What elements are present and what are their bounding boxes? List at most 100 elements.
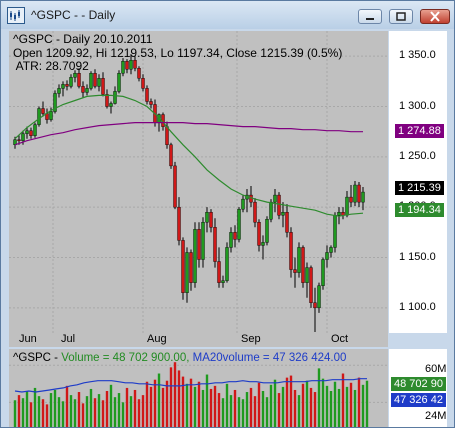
moving-average-purple-line bbox=[14, 121, 363, 146]
volume-bar bbox=[233, 389, 237, 427]
title-bar[interactable]: ^GSPC - - Daily bbox=[1, 1, 454, 29]
volume-header: ^GSPC - Volume = 48 702 900.00, MA20volu… bbox=[13, 352, 346, 364]
volume-bar bbox=[73, 399, 77, 427]
volume-header-ma: MA20volume = 47 326 424.00 bbox=[189, 352, 347, 364]
volume-axis: 60M 24M 48 702 90 47 326 42 bbox=[389, 349, 447, 427]
maximize-button[interactable] bbox=[389, 9, 413, 24]
volume-bar bbox=[29, 402, 33, 427]
volume-bar bbox=[165, 380, 169, 427]
candlestick-chart bbox=[9, 31, 388, 333]
candle-body bbox=[85, 88, 89, 93]
price-tick: 1 250.0 bbox=[399, 149, 436, 162]
volume-bar bbox=[305, 380, 309, 427]
candle-body bbox=[133, 59, 137, 69]
volume-bar bbox=[341, 373, 345, 427]
volume-bar bbox=[193, 386, 197, 427]
chart-header-atr: ATR: 28.7092 bbox=[13, 59, 89, 73]
candle-body bbox=[333, 215, 337, 248]
volume-bar bbox=[153, 379, 157, 427]
volume-bar bbox=[161, 387, 165, 427]
candle-body bbox=[221, 280, 225, 283]
volume-bar bbox=[265, 397, 269, 427]
volume-bar bbox=[329, 391, 333, 427]
volume-bar bbox=[289, 375, 293, 427]
volume-bar bbox=[169, 367, 173, 427]
volume-bar bbox=[61, 401, 65, 427]
volume-bar bbox=[137, 399, 141, 427]
volume-bar bbox=[69, 395, 73, 427]
volume-bar bbox=[321, 378, 325, 427]
volume-bar bbox=[177, 370, 181, 427]
candle-body bbox=[305, 267, 309, 283]
candle-body bbox=[193, 229, 197, 283]
close-button[interactable] bbox=[420, 9, 450, 24]
price-chart-pane[interactable]: ^GSPC - Daily 20.10.2011 Open 1209.92, H… bbox=[9, 31, 388, 333]
price-tag: 1 274.88 bbox=[395, 124, 444, 138]
volume-pane[interactable]: ^GSPC - Volume = 48 702 900.00, MA20volu… bbox=[9, 349, 388, 427]
volume-bar bbox=[333, 381, 337, 427]
volume-bar bbox=[357, 377, 361, 427]
volume-bar bbox=[93, 398, 97, 427]
candle-body bbox=[313, 302, 317, 309]
candle-body bbox=[237, 208, 241, 240]
volume-bar bbox=[249, 387, 253, 427]
candle-body bbox=[169, 144, 173, 167]
candle-body bbox=[101, 78, 105, 95]
volume-bar bbox=[85, 396, 89, 427]
volume-bar bbox=[237, 397, 241, 427]
candle-body bbox=[177, 206, 181, 241]
volume-bar bbox=[197, 381, 201, 427]
candle-body bbox=[309, 267, 313, 303]
volume-bar bbox=[281, 386, 285, 427]
volume-header-symbol: ^GSPC - bbox=[13, 352, 62, 364]
volume-bar bbox=[309, 387, 313, 427]
volume-bar bbox=[245, 392, 249, 427]
volume-bar bbox=[149, 386, 153, 427]
candle-body bbox=[297, 247, 301, 273]
time-tick: Sep bbox=[241, 333, 261, 345]
volume-bar bbox=[201, 389, 205, 427]
volume-bar bbox=[45, 404, 49, 427]
candle-body bbox=[97, 78, 101, 87]
volume-bar bbox=[25, 391, 29, 427]
volume-bar bbox=[189, 378, 193, 427]
volume-bar bbox=[285, 377, 289, 427]
volume-bar bbox=[349, 382, 353, 427]
volume-bar bbox=[157, 373, 161, 427]
minimize-button[interactable] bbox=[358, 9, 382, 24]
volume-bar bbox=[117, 393, 121, 427]
candle-body bbox=[317, 285, 321, 309]
time-tick: Aug bbox=[147, 333, 167, 345]
candle-body bbox=[113, 91, 117, 104]
volume-bar bbox=[277, 393, 281, 427]
candle-body bbox=[149, 101, 153, 105]
close-icon bbox=[430, 11, 440, 22]
volume-tick-24m: 24M bbox=[425, 410, 447, 422]
volume-bar bbox=[213, 385, 217, 427]
candle-body bbox=[233, 232, 237, 240]
candle-body bbox=[261, 242, 265, 246]
candle-body bbox=[25, 130, 29, 134]
volume-bar bbox=[221, 398, 225, 427]
volume-bar bbox=[361, 384, 365, 427]
volume-bar bbox=[225, 383, 229, 427]
volume-bar bbox=[125, 387, 129, 427]
price-axis: 1 350.01 300.01 250.01 200.01 150.01 100… bbox=[389, 31, 447, 333]
candle-body bbox=[281, 211, 285, 216]
volume-bar bbox=[293, 389, 297, 427]
candle-body bbox=[253, 201, 257, 223]
volume-bar bbox=[353, 389, 357, 427]
candle-body bbox=[173, 165, 177, 208]
chart-header-date: ^GSPC - Daily 20.10.2011 bbox=[13, 32, 153, 46]
volume-bar bbox=[185, 383, 189, 427]
candle-body bbox=[77, 73, 81, 87]
volume-bar bbox=[101, 400, 105, 427]
candle-body bbox=[321, 259, 325, 286]
candle-body bbox=[189, 252, 193, 283]
price-tag: 1 194.34 bbox=[395, 203, 444, 217]
candle-body bbox=[293, 269, 297, 273]
maximize-icon bbox=[396, 12, 406, 21]
volume-bar bbox=[57, 397, 61, 427]
candle-body bbox=[289, 232, 293, 270]
candle-body bbox=[197, 229, 201, 260]
